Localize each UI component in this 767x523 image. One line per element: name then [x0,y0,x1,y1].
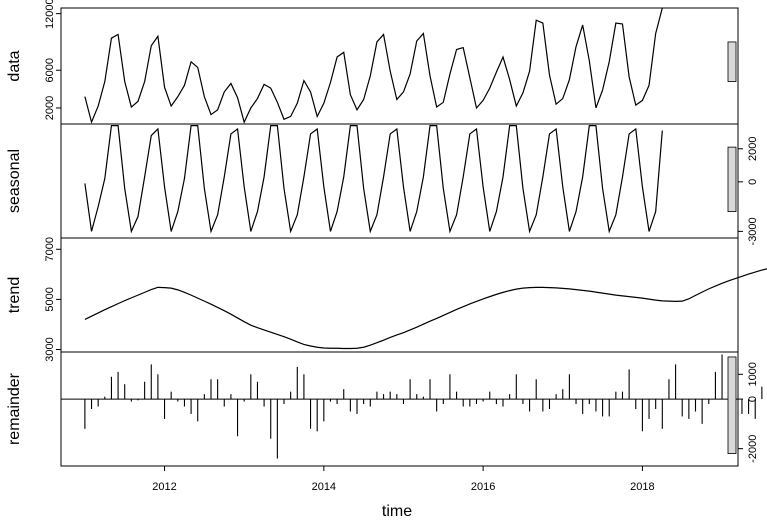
remainder-y-tick-label: 0 [747,396,759,402]
remainder-axis-label: remainder [6,372,23,445]
x-axis-title: time [382,503,412,520]
panels: 2000 6000 12000 data -3000 0 2000 seasonal 3000 5… [6,0,767,467]
data-y-tick-label: 12000 [44,0,56,29]
trend-y-tick-label: 3000 [44,337,56,361]
panel-frame [60,123,739,239]
seasonal-axis-label: seasonal [6,149,23,213]
seasonal-line [84,125,663,234]
trend-line [84,268,767,350]
trend-axis-label: trend [6,277,23,313]
panel-trend: 3000 5000 7000 trend [6,237,767,362]
panel-frame [60,351,739,467]
data-axis-label: data [6,50,23,81]
data-y-tick-label: 2000 [44,96,56,120]
seasonal-y-tick-label: 0 [747,179,759,185]
trend-y-tick-label: 7000 [44,237,56,261]
panel-frame [60,237,739,353]
data-y-tick-label: 6000 [44,58,56,82]
trend-y-tick-label: 5000 [44,287,56,311]
x-axis: 2012 2014 2016 2018 [152,466,655,493]
seasonal-y-tick-label: -3000 [747,217,759,245]
remainder-y-tick-label: 1000 [747,362,759,386]
remainder-scale-bar [727,356,737,455]
panel-frame [60,7,739,125]
panel-remainder: -2000 0 1000 remainder [6,351,763,467]
panel-data: 2000 6000 12000 data [6,0,739,125]
remainder-y-tick-label: -2000 [747,435,759,463]
x-tick-label: 2014 [312,481,336,493]
x-tick-label: 2018 [630,481,654,493]
x-tick-label: 2016 [471,481,495,493]
panel-seasonal: -3000 0 2000 seasonal [6,123,759,245]
seasonal-scale-bar [727,146,737,212]
data-line [84,7,663,124]
data-scale-bar [727,41,737,82]
seasonal-y-tick-label: 2000 [747,137,759,161]
x-tick-label: 2012 [152,481,176,493]
